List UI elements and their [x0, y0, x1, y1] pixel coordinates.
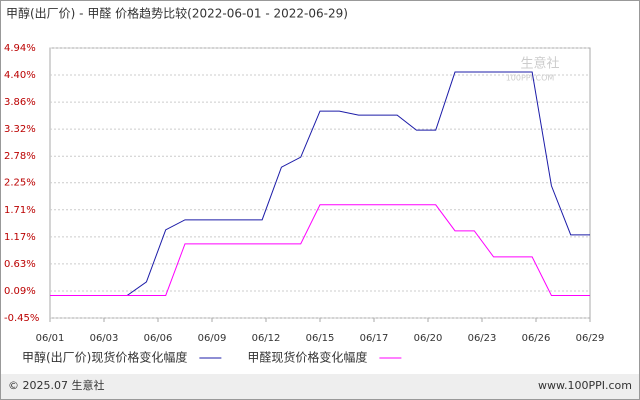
y-tick-label: 1.17% [4, 232, 36, 243]
y-tick-label: 3.86% [4, 97, 36, 108]
x-tick-label: 06/15 [306, 333, 335, 344]
footer-right: www.100PPI.com [538, 379, 632, 392]
watermark: 生意社 [520, 56, 559, 72]
x-tick-label: 06/01 [36, 333, 65, 344]
y-tick-label: 4.40% [4, 70, 36, 81]
legend-label: 甲醛现货价格变化幅度 [247, 350, 367, 365]
y-tick-label: 2.25% [4, 178, 36, 189]
x-tick-label: 06/20 [414, 333, 443, 344]
legend-label: 甲醇(出厂价)现货价格变化幅度 [22, 350, 187, 365]
x-tick-label: 06/03 [90, 333, 119, 344]
y-tick-label: -0.45% [4, 313, 39, 324]
chart-title: 甲醇(出厂价) - 甲醛 价格趋势比较(2022-06-01 - 2022-06… [6, 6, 348, 21]
x-tick-label: 06/26 [522, 333, 551, 344]
footer-band [1, 374, 639, 399]
x-tick-label: 06/09 [198, 333, 227, 344]
y-tick-label: 1.71% [4, 205, 36, 216]
series-line [50, 71, 590, 296]
x-tick-label: 06/06 [144, 333, 173, 344]
y-tick-label: 4.94% [4, 43, 36, 54]
x-tick-label: 06/23 [468, 333, 497, 344]
x-tick-label: 06/17 [360, 333, 389, 344]
series-line [50, 204, 590, 296]
x-tick-label: 06/12 [252, 333, 281, 344]
y-tick-label: 2.78% [4, 151, 36, 162]
y-tick-label: 0.09% [4, 286, 36, 297]
x-tick-label: 06/29 [576, 333, 605, 344]
footer-left: © 2025.07 生意社 [8, 378, 104, 392]
y-tick-label: 0.63% [4, 259, 36, 270]
watermark: 100PPI.COM [506, 74, 555, 83]
y-tick-label: 3.32% [4, 124, 36, 135]
